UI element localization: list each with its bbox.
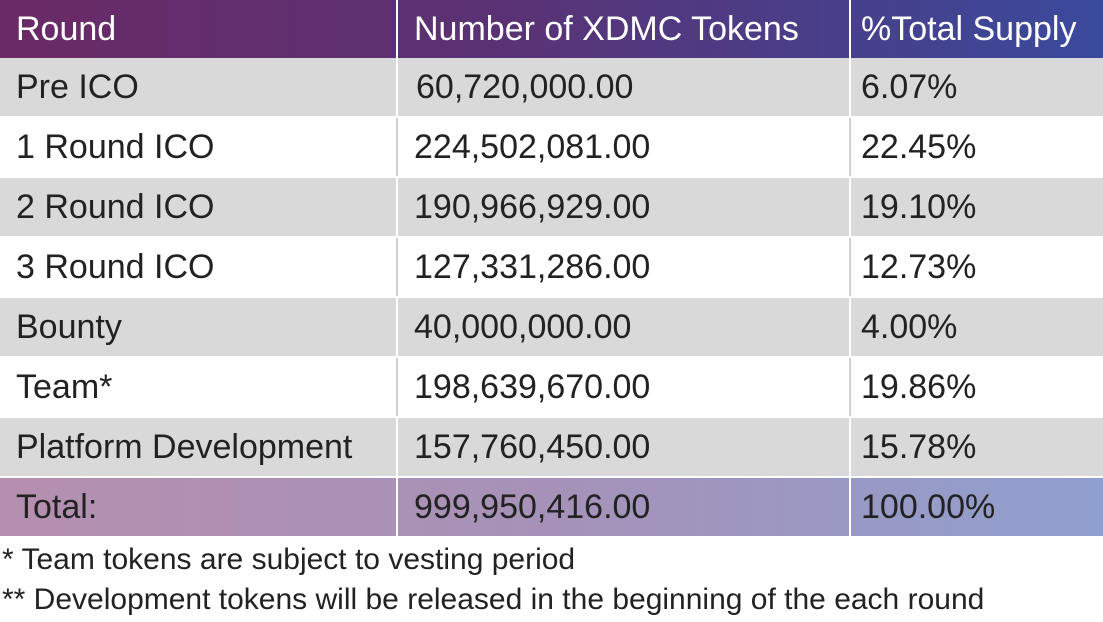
table-row: Bounty 40,000,000.00 4.00% xyxy=(0,297,1103,358)
cell-round: Platform Development xyxy=(0,417,398,478)
footnotes: * Team tokens are subject to vesting per… xyxy=(0,540,1103,620)
cell-round: Team* xyxy=(0,357,398,418)
table-row: Pre ICO 60,720,000.00 6.07% xyxy=(0,58,1103,118)
cell-round: 2 Round ICO xyxy=(0,177,398,238)
total-tokens: 999,950,416.00 xyxy=(397,477,851,536)
total-percent: 100.00% xyxy=(861,487,996,526)
total-label: Total: xyxy=(0,477,398,536)
cell-percent: 4.00% xyxy=(850,297,1103,358)
cell-tokens: 127,331,286.00 xyxy=(397,237,851,298)
cell-percent: 12.73% xyxy=(850,237,1103,298)
cell-percent: 15.78% xyxy=(850,417,1103,478)
cell-round: Pre ICO xyxy=(0,58,398,118)
table-row: Platform Development 157,760,450.00 15.7… xyxy=(0,417,1103,478)
header-tokens: Number of XDMC Tokens xyxy=(397,0,851,58)
cell-tokens: 40,000,000.00 xyxy=(397,297,851,358)
table-row: 2 Round ICO 190,966,929.00 19.10% xyxy=(0,177,1103,238)
header-percent: %Total Supply xyxy=(861,9,1077,48)
cell-round: 3 Round ICO xyxy=(0,237,398,298)
table-header-row: Round Number of XDMC Tokens %Total Suppl… xyxy=(0,0,1103,58)
token-distribution-table: Round Number of XDMC Tokens %Total Suppl… xyxy=(0,0,1103,536)
cell-percent: 22.45% xyxy=(850,117,1103,178)
cell-tokens: 60,720,000.00 xyxy=(397,58,851,118)
cell-tokens: 157,760,450.00 xyxy=(397,417,851,478)
table-row: Team* 198,639,670.00 19.86% xyxy=(0,357,1103,418)
cell-percent: 6.07% xyxy=(850,58,1103,118)
footnote-development: ** Development tokens will be released i… xyxy=(2,583,985,616)
header-round: Round xyxy=(0,0,398,58)
table-total-row: Total: 999,950,416.00 100.00% xyxy=(0,477,1103,536)
cell-percent: 19.10% xyxy=(850,177,1103,238)
cell-tokens: 224,502,081.00 xyxy=(397,117,851,178)
cell-tokens: 198,639,670.00 xyxy=(397,357,851,418)
cell-round: Bounty xyxy=(0,297,398,358)
cell-round: 1 Round ICO xyxy=(0,117,398,178)
cell-percent: 19.86% xyxy=(850,357,1103,418)
table-row: 1 Round ICO 224,502,081.00 22.45% xyxy=(0,117,1103,178)
table-row: 3 Round ICO 127,331,286.00 12.73% xyxy=(0,237,1103,298)
cell-tokens: 190,966,929.00 xyxy=(397,177,851,238)
footnote-team: * Team tokens are subject to vesting per… xyxy=(2,543,576,576)
